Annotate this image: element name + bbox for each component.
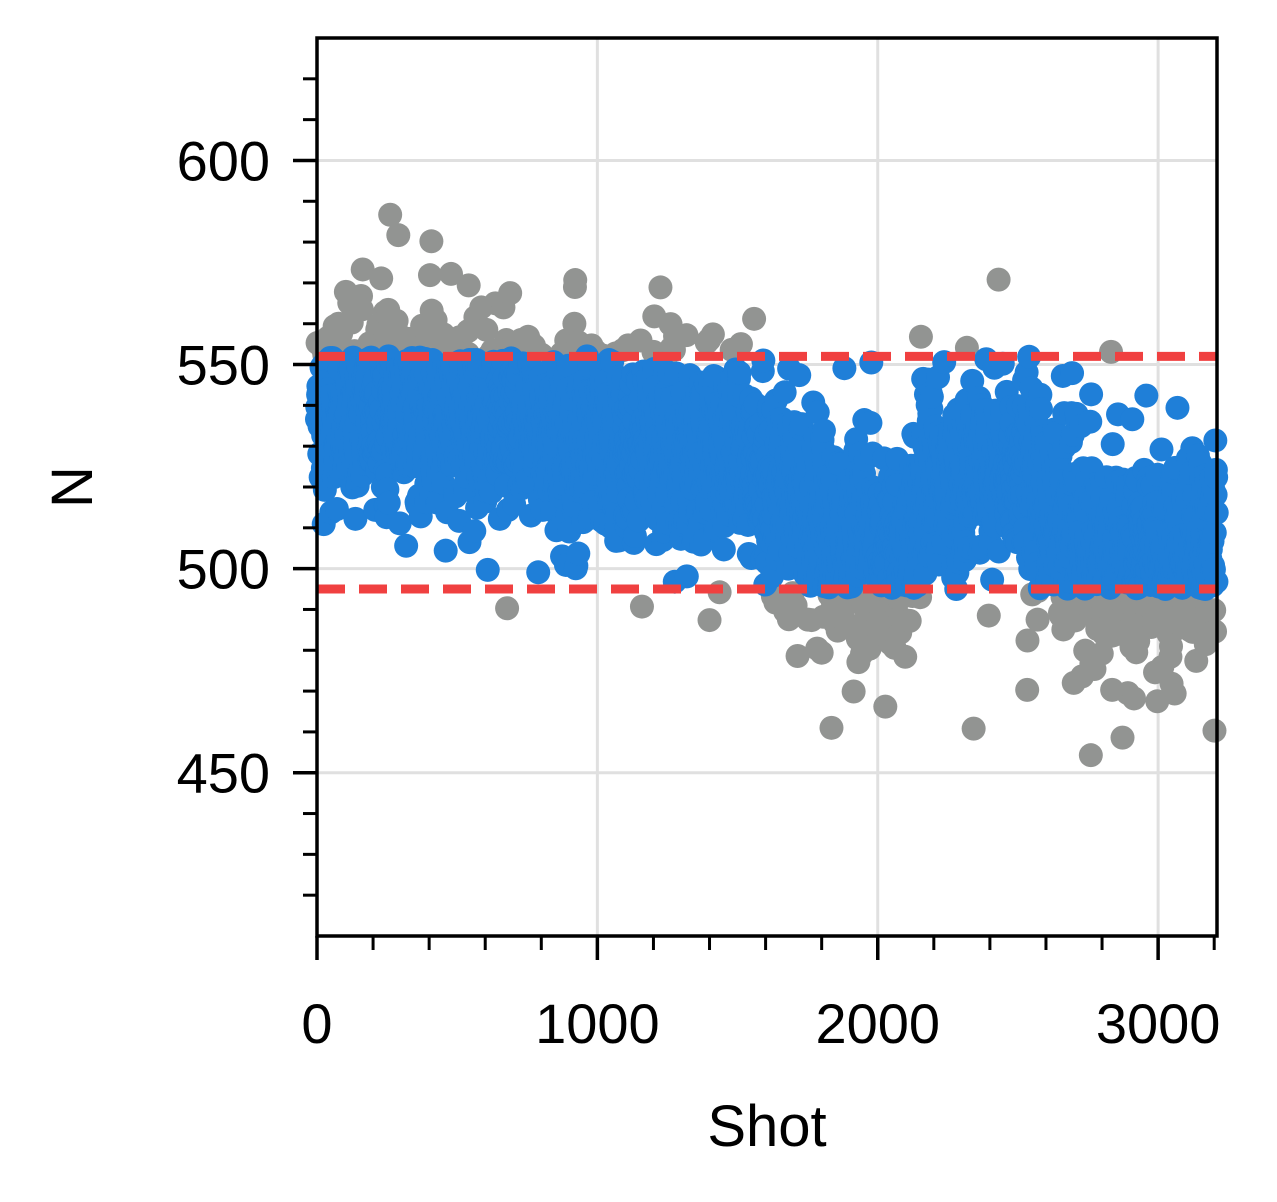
data-point-outside: [697, 608, 722, 633]
data-point-inside: [787, 363, 812, 388]
data-point-inside: [1017, 344, 1042, 369]
data-point-outside: [700, 322, 725, 347]
x-tick-label: 1000: [535, 992, 660, 1055]
x-tick-label: 3000: [1096, 992, 1221, 1055]
data-point-outside: [439, 261, 464, 286]
data-point-outside: [498, 281, 523, 306]
data-point-outside: [369, 266, 394, 291]
data-point-inside: [1134, 383, 1159, 408]
x-tick-label: 2000: [815, 992, 940, 1055]
tick-labels: 0 1000 2000 3000 450 500 550 600: [177, 129, 1221, 1055]
data-point-outside: [562, 311, 587, 336]
data-point-outside: [378, 202, 403, 227]
data-point-inside: [1120, 407, 1145, 432]
data-point-outside: [809, 640, 834, 665]
data-point-outside: [386, 223, 411, 248]
data-point-inside: [1060, 361, 1085, 386]
data-point-inside: [526, 560, 551, 585]
data-point-inside: [1028, 397, 1053, 422]
data-point-inside: [1079, 382, 1104, 407]
data-point-inside: [475, 557, 500, 582]
data-point-inside: [772, 380, 797, 405]
data-point-inside: [1165, 395, 1190, 420]
data-point-outside: [1025, 607, 1050, 632]
data-point-inside: [1078, 409, 1103, 434]
data-point-outside: [563, 268, 588, 293]
inside-points: [305, 344, 1229, 602]
data-point-inside: [324, 497, 349, 522]
data-point-outside: [1202, 718, 1227, 743]
data-point-inside: [394, 533, 419, 558]
data-point-inside: [811, 418, 836, 443]
data-point-outside: [893, 644, 918, 669]
data-point-outside: [456, 273, 481, 298]
data-point-outside: [674, 323, 699, 348]
data-point-outside: [873, 694, 898, 719]
threshold-lines: [317, 351, 1217, 594]
data-point-inside: [1149, 437, 1174, 462]
data-point-outside: [629, 594, 654, 619]
data-point-inside: [387, 511, 412, 536]
data-point-outside: [648, 275, 673, 300]
data-point-inside: [433, 538, 458, 563]
data-point-inside: [1202, 520, 1227, 545]
data-point-outside: [976, 603, 1001, 628]
data-point-outside: [350, 257, 375, 282]
data-point-outside: [1162, 681, 1187, 706]
data-point-outside: [742, 306, 767, 331]
data-point-outside: [495, 596, 520, 621]
y-tick-label: 600: [177, 129, 270, 192]
y-axis-label: N: [40, 466, 105, 508]
data-point-outside: [897, 608, 922, 633]
data-point-outside: [1122, 686, 1147, 711]
data-point-inside: [674, 564, 699, 589]
data-point-outside: [785, 643, 810, 668]
data-point-outside: [419, 229, 444, 254]
data-point-outside: [1015, 628, 1040, 653]
data-point-inside: [805, 400, 830, 425]
data-point-outside: [1110, 725, 1135, 750]
data-point-outside: [1015, 677, 1040, 702]
x-tick-label: 0: [301, 992, 332, 1055]
data-point-inside: [919, 384, 944, 409]
data-point-inside: [626, 508, 651, 533]
data-point-outside: [819, 715, 844, 740]
data-point-inside: [343, 506, 368, 531]
data-point-outside: [349, 297, 374, 322]
y-tick-label: 500: [177, 538, 270, 601]
data-point-outside: [1203, 619, 1228, 644]
data-point-inside: [566, 541, 591, 566]
data-point-outside: [474, 317, 499, 342]
data-point-outside: [1078, 743, 1103, 768]
data-point-outside: [961, 716, 986, 741]
data-point-inside: [462, 519, 487, 544]
data-point-inside: [1100, 432, 1125, 457]
y-tick-label: 450: [177, 742, 270, 805]
data-point-outside: [986, 267, 1011, 292]
x-axis-label: Shot: [707, 1094, 826, 1159]
data-point-inside: [727, 360, 752, 385]
data-point-inside: [711, 537, 736, 562]
data-point-outside: [1202, 598, 1227, 623]
y-tick-label: 550: [177, 334, 270, 397]
data-point-inside: [376, 490, 401, 515]
data-point-inside: [832, 356, 857, 381]
axis-ticks: [293, 77, 1216, 960]
data-point-inside: [858, 410, 883, 435]
data-point-outside: [417, 263, 442, 288]
data-point-outside: [728, 332, 753, 357]
data-point-outside: [908, 324, 933, 349]
data-point-outside: [841, 679, 866, 704]
